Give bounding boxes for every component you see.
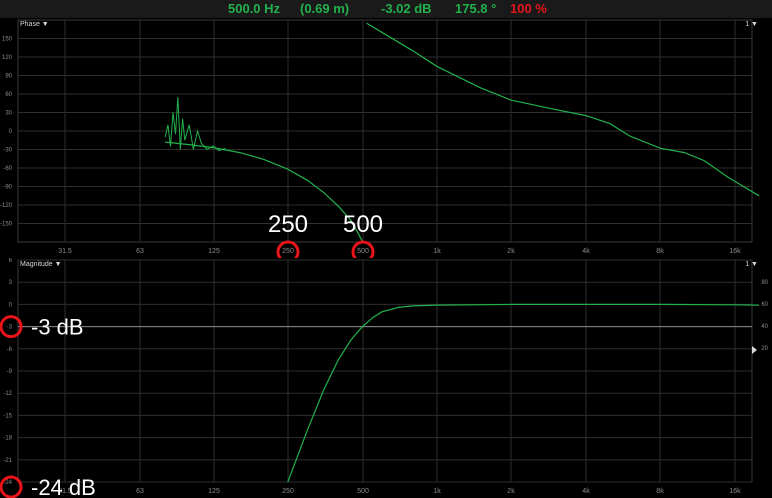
distance-readout: (0.69 m) <box>300 1 350 16</box>
right-axis-tick: 60 <box>761 302 768 308</box>
phase-trace <box>165 22 760 242</box>
y-tick-label: -21 <box>3 458 12 464</box>
x-tick-label: 8k <box>656 488 664 495</box>
magnitude-menu[interactable]: Magnitude ▼ <box>20 261 62 268</box>
y-tick-label: 30 <box>5 111 12 117</box>
y-tick-label: 0 <box>9 129 13 135</box>
x-tick-label: 31.5 <box>58 488 72 495</box>
y-tick-label: -60 <box>3 166 12 172</box>
x-tick-label: 63 <box>136 248 144 255</box>
x-tick-label: 2k <box>507 248 515 255</box>
phase-readout: 175.8 ° <box>455 1 497 16</box>
y-tick-label: -18 <box>3 436 12 442</box>
magnitude-trace <box>287 303 760 483</box>
coherence-readout: 100 % <box>510 1 547 16</box>
x-tick-label: 16k <box>729 488 741 495</box>
phase-plot[interactable]: 150 120 90 60 30 0 -30 -60 -90 -120 -150 31.5 63 125 2… <box>0 18 772 258</box>
x-tick-label: 500 <box>357 248 369 255</box>
x-tick-label: 500 <box>357 488 369 495</box>
x-tick-label: 250 <box>282 488 294 495</box>
y-tick-label: 3 <box>9 280 13 286</box>
frequency-readout: 500.0 Hz <box>228 1 281 16</box>
x-tick-label: 250 <box>282 248 294 255</box>
annotation-label: 250 <box>268 211 308 238</box>
y-tick-label: -30 <box>3 148 12 154</box>
x-tick-label: 8k <box>656 248 664 255</box>
annotation-circle <box>351 240 375 258</box>
x-tick-label: 4k <box>582 488 590 495</box>
annotation-label: 500 <box>343 211 383 238</box>
y-tick-label: 120 <box>2 55 13 61</box>
y-tick-label: -150 <box>0 222 13 228</box>
y-tick-label: 150 <box>2 37 13 43</box>
magnitude-panel: 6 3 0 -3 -6 -9 -12 -15 -18 -21 -24 31.5 63 125 250 500 1… <box>0 258 772 498</box>
x-tick-label: 1k <box>433 248 441 255</box>
annotation-circle <box>0 315 23 339</box>
annotation-label: -3 dB <box>31 315 84 340</box>
right-axis-tick: 80 <box>761 280 768 286</box>
x-tick-label: 63 <box>136 488 144 495</box>
x-tick-label: 1k <box>433 488 441 495</box>
annotation-label: -24 dB <box>31 475 96 498</box>
x-tick-label: 4k <box>582 248 590 255</box>
x-tick-label: 125 <box>208 488 220 495</box>
y-tick-label: -15 <box>3 413 12 419</box>
right-axis-tick: 40 <box>761 324 768 330</box>
x-tick-label: 2k <box>507 488 515 495</box>
y-tick-label: -12 <box>3 391 12 397</box>
phase-panel: 150 120 90 60 30 0 -30 -60 -90 -120 -150 31.5 63 125 2… <box>0 18 772 258</box>
right-axis-tick: 20 <box>761 346 768 352</box>
annotation-circle <box>0 475 23 498</box>
y-tick-label: 90 <box>5 74 12 80</box>
phase-noise-trace <box>164 97 226 152</box>
y-tick-label: 0 <box>9 302 13 308</box>
y-tick-label: 6 <box>9 258 13 264</box>
phase-menu[interactable]: Phase ▼ <box>20 21 49 28</box>
annotation-circle <box>276 240 300 258</box>
readout-bar: 500.0 Hz (0.69 m) -3.02 dB 175.8 ° 100 % <box>0 0 772 18</box>
level-readout: -3.02 dB <box>381 1 432 16</box>
y-tick-label: -3 <box>7 325 13 331</box>
x-tick-label: 125 <box>208 248 220 255</box>
phase-channel-menu[interactable]: 1 ▼ <box>745 21 758 28</box>
y-tick-label: 60 <box>5 92 12 98</box>
y-tick-label: -120 <box>0 203 13 209</box>
y-tick-label: -24 <box>3 480 12 486</box>
x-tick-label: 16k <box>729 248 741 255</box>
y-tick-label: -90 <box>3 185 12 191</box>
y-tick-label: -6 <box>7 347 13 353</box>
magnitude-channel-menu[interactable]: 1 ▼ <box>745 261 758 268</box>
x-tick-label: 31.5 <box>58 248 72 255</box>
y-tick-label: -9 <box>7 369 13 375</box>
right-axis-marker-icon <box>752 346 757 354</box>
